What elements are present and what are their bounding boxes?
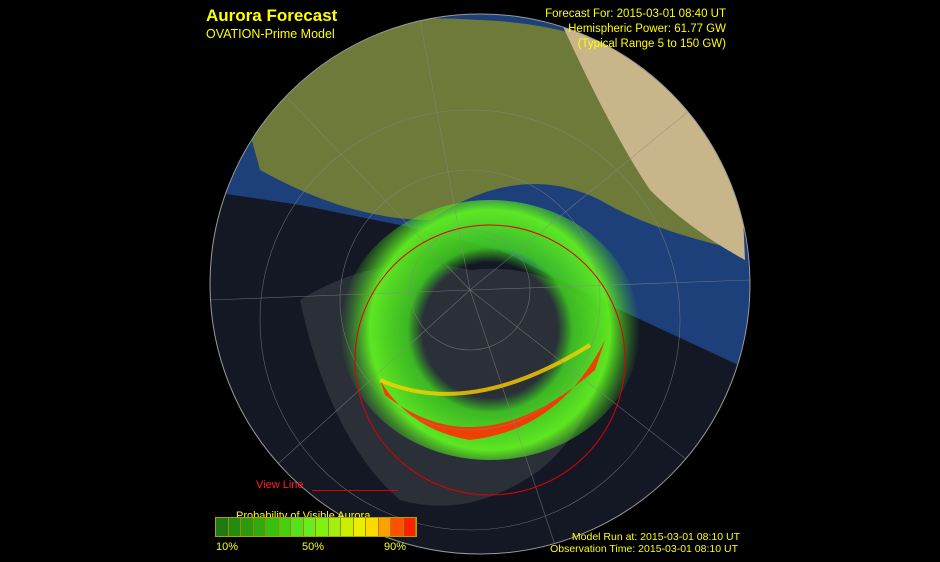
observation-time: Observation Time: 2015-03-01 08:10 UT [550,543,738,555]
legend-swatch [266,518,279,536]
forecast-time: Forecast For: 2015-03-01 08:40 UT [545,8,726,20]
aurora-band-edge [379,343,592,396]
legend-swatch [328,518,341,536]
typical-range: (Typical Range 5 to 150 GW) [577,38,726,50]
view-line-sample [312,490,398,491]
model-run-time: Model Run at: 2015-03-01 08:10 UT [571,531,740,543]
legend-swatch [228,518,241,536]
graticule [210,19,750,554]
legend-label-10: 10% [216,541,239,553]
view-line-label: View Line [256,479,304,491]
legend-swatch [403,518,416,536]
page-title: Aurora Forecast [206,6,338,25]
globe-outline [209,13,751,555]
legend-swatch [303,518,316,536]
legend-swatch [391,518,404,536]
hemispheric-power: Hemispheric Power: 61.77 GW [568,23,726,35]
legend-swatch [216,518,229,536]
legend-swatch [353,518,366,536]
model-name: OVATION-Prime Model [206,27,335,41]
view-line-boundary [354,224,626,496]
legend-swatch [241,518,254,536]
legend-swatch [316,518,329,536]
legend-swatch [378,518,391,536]
legend-swatch [291,518,304,536]
legend-swatch [341,518,354,536]
probability-color-scale [215,517,417,537]
legend-swatch [278,518,291,536]
desert-landmass [560,20,745,260]
legend-swatch [253,518,266,536]
legend-swatch [366,518,379,536]
legend-label-90: 90% [384,541,407,553]
aurora-oval [340,200,640,460]
legend-label-50: 50% [302,541,325,553]
